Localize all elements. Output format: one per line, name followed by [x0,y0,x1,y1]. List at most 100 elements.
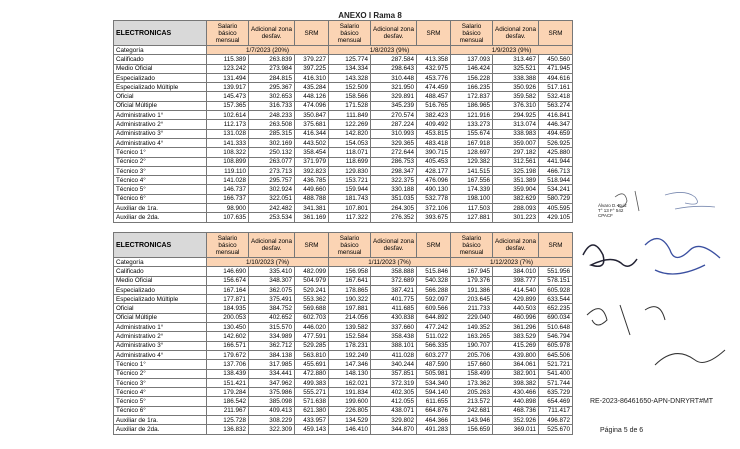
category: Oficial Múltiple [113,100,207,112]
value: 455.691 [294,359,329,370]
value: 173.362 [450,377,493,389]
value: 122.269 [328,119,371,130]
value: 654.469 [538,396,573,407]
value: 563.810 [294,349,329,361]
value: 359.007 [492,137,539,149]
value: 578.151 [538,275,573,286]
value: 532.418 [538,91,573,102]
value: 156.228 [450,72,493,84]
data-row: Oficial 184.935 384.752 569.688 197.881 411.6… [113,303,573,314]
value: 553.362 [294,294,329,305]
value: 358.438 [370,331,417,342]
value: 347.962 [248,377,295,389]
value: 603.277 [416,349,451,361]
header-label: ELECTRONICAS [113,232,207,258]
value: 142.820 [328,128,371,139]
value: 369.011 [492,424,539,435]
value: 141.028 [206,175,249,186]
value: 449.660 [294,184,329,195]
value: 428.177 [416,165,451,177]
value: 453.776 [416,72,451,84]
value: 213.572 [450,396,493,407]
value: 177.871 [206,294,249,305]
value: 302.924 [248,184,295,195]
value: 129.382 [450,156,493,167]
value: 138.439 [206,368,249,379]
value: 166.235 [450,82,493,93]
value: 402.305 [370,387,417,398]
value: 302.169 [248,137,295,149]
value: 446.347 [538,119,573,130]
value: 459.143 [294,424,329,435]
value: 313.467 [492,54,539,65]
value: 148.130 [328,368,371,379]
value: 153.721 [328,175,371,186]
value: 405.595 [538,203,573,214]
category: Calificado [113,266,207,277]
value: 325.198 [492,165,539,177]
value: 605.978 [538,340,573,351]
value: 487.590 [416,359,451,370]
value: 146.424 [450,63,493,74]
value: 605.928 [538,284,573,296]
value: 566.288 [416,284,451,296]
value: 491.283 [416,424,451,435]
value: 541.400 [538,368,573,379]
value: 137.706 [206,359,249,370]
value: 229.040 [450,312,493,324]
value: 438.071 [370,405,417,417]
value: 321.950 [370,82,417,93]
data-row: Técnico 1° 108.322 250.132 358.454 118.071 27… [113,147,573,158]
data-row: Especializado Múltiple 177.871 375.491 553.… [113,294,573,305]
value: 341.381 [294,203,329,214]
value: 440.503 [492,303,539,314]
value: 329.891 [370,91,417,102]
value: 621.380 [294,405,329,417]
data-row: Oficial Múltiple 200.053 402.652 602.703 214… [113,312,573,324]
period-label: 1/8/2023 (9%) [328,44,451,56]
category: Especializado Múltiple [113,294,207,305]
value: 158.499 [450,368,493,379]
value: 205.263 [450,387,493,398]
value: 352.926 [492,415,539,426]
value: 312.561 [492,156,539,167]
value: 205.706 [450,349,493,361]
value: 362.712 [248,340,295,351]
value: 566.335 [416,340,451,351]
category: Técnico 3° [113,165,207,177]
value: 532.778 [416,193,451,205]
value: 156.958 [328,266,371,277]
value: 348.307 [248,275,295,286]
value: 159.944 [328,184,371,195]
signature-block: Álvaro D. Ruiz T° 13 F° 542 CPACF [598,203,627,218]
value: 351.389 [492,175,539,186]
value: 529.241 [294,284,329,296]
category: Auxiliar de 1ra. [113,203,207,214]
value: 402.652 [248,312,295,324]
value: 388.101 [370,340,417,351]
value: 375.491 [248,294,295,305]
data-row: Administrativo 3° 131.028 285.315 416.344 14… [113,128,573,139]
value: 273.713 [248,165,295,177]
value: 313.074 [492,119,539,130]
value: 133.273 [450,119,493,130]
title: ANEXO I Rama 8 [338,11,402,20]
value: 334.989 [248,331,295,342]
value: 250.132 [248,147,295,158]
data-row: Técnico 4° 141.028 295.757 436.785 153.721 32… [113,175,573,186]
value: 375.681 [294,119,329,130]
data-row: Técnico 1° 137.706 317.985 455.691 147.346 34… [113,359,573,370]
value: 107.635 [206,212,249,223]
data-row: Administrativo 1° 130.450 315.570 446.020 13… [113,322,573,333]
value: 263.508 [248,119,295,130]
value: 517.161 [538,82,573,93]
value: 287.584 [370,54,417,65]
value: 200.053 [206,312,249,324]
value: 211.733 [450,303,493,314]
value: 401.775 [370,294,417,305]
value: 518.944 [538,175,573,186]
data-row: Especializado Múltiple 139.917 295.367 435.… [113,82,573,93]
document-id: RE-2023-86461650-APN-DNRYRT#MT [590,398,714,405]
value: 102.614 [206,110,249,121]
value: 226.805 [328,405,371,417]
